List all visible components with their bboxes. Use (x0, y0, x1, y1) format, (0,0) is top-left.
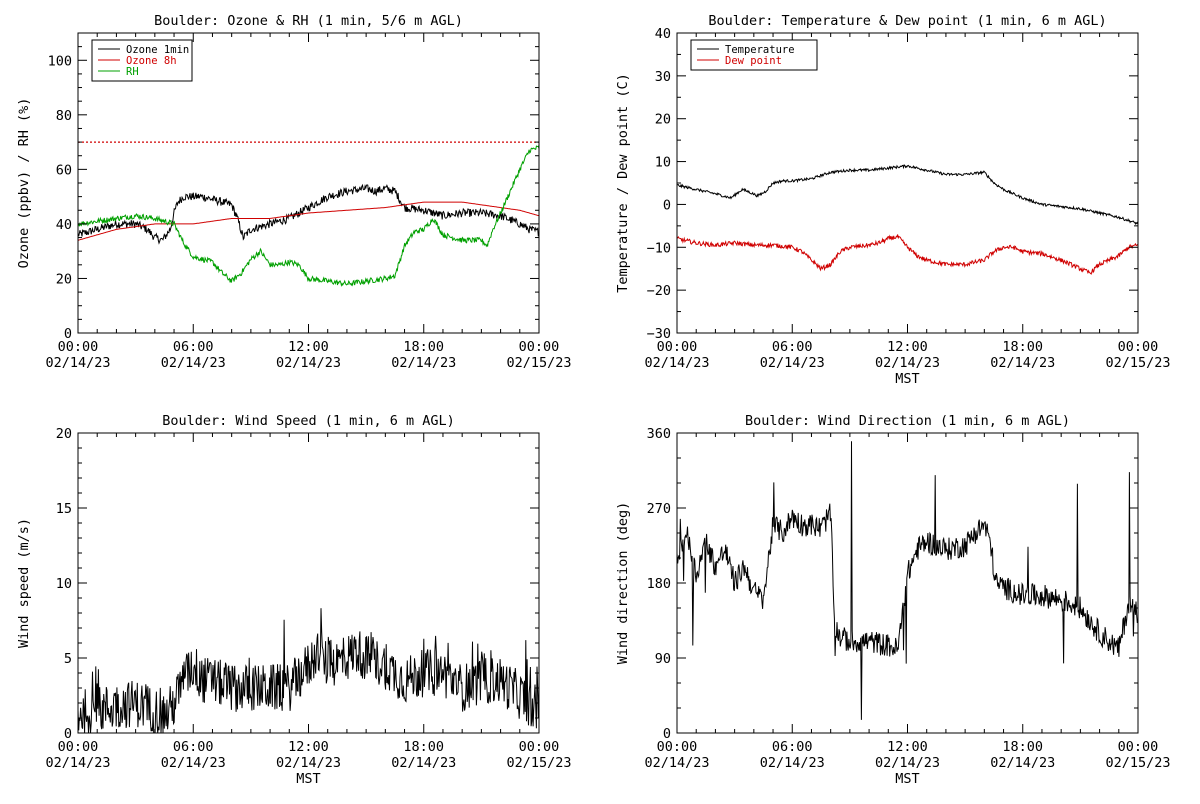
y-tick-label: 20 (56, 426, 72, 442)
legend-label: Ozone 1min (126, 44, 189, 56)
series-line-3 (78, 145, 539, 288)
y-tick-label: −20 (647, 283, 671, 299)
y-tick-label: 0 (663, 726, 671, 742)
y-tick-label: 10 (56, 576, 72, 592)
x-axis-label: MST (296, 771, 320, 787)
x-tick-date: 02/14/23 (276, 355, 341, 371)
legend-label: Ozone 8h (126, 55, 177, 67)
y-tick-label: −30 (647, 326, 671, 342)
series-line-1 (78, 183, 539, 245)
chart-panel-3: Boulder: Wind Speed (1 min, 6 m AGL) 00:0… (16, 413, 572, 787)
x-tick-date: 02/14/23 (391, 755, 456, 771)
x-tick-date: 02/14/23 (644, 355, 709, 371)
x-tick-date: 02/14/23 (161, 755, 226, 771)
x-tick-label: 00:00 (58, 339, 99, 355)
legend-label: RH (126, 66, 139, 78)
y-tick-label: 10 (655, 155, 671, 171)
x-tick-date: 02/15/23 (506, 755, 571, 771)
x-tick-label: 00:00 (1118, 739, 1159, 755)
x-tick-label: 12:00 (887, 739, 928, 755)
series-line-2 (78, 201, 539, 241)
x-tick-label: 18:00 (403, 739, 444, 755)
x-tick-date: 02/15/23 (506, 355, 571, 371)
x-tick-date: 02/14/23 (644, 755, 709, 771)
x-tick-label: 00:00 (657, 339, 698, 355)
y-tick-label: 360 (647, 426, 671, 442)
x-axis-label: MST (895, 371, 919, 387)
x-tick-label: 00:00 (1118, 339, 1159, 355)
x-tick-date: 02/14/23 (760, 755, 825, 771)
plot-frame (676, 32, 1139, 334)
x-tick-label: 00:00 (657, 739, 698, 755)
y-axis-label: Temperature / Dew point (C) (615, 73, 631, 292)
x-tick-label: 18:00 (1002, 339, 1043, 355)
y-axis-label: Ozone (ppbv) / RH (%) (16, 98, 32, 269)
x-tick-label: 06:00 (173, 339, 214, 355)
x-tick-date: 02/14/23 (875, 755, 940, 771)
series-line-2 (677, 234, 1138, 275)
y-tick-label: −10 (647, 240, 671, 256)
x-tick-date: 02/15/23 (1105, 355, 1170, 371)
x-tick-date: 02/14/23 (391, 355, 456, 371)
x-tick-label: 00:00 (519, 339, 560, 355)
y-tick-label: 0 (663, 197, 671, 213)
x-tick-date: 02/14/23 (760, 355, 825, 371)
x-tick-date: 02/14/23 (45, 355, 110, 371)
x-tick-label: 18:00 (1002, 739, 1043, 755)
x-tick-label: 06:00 (173, 739, 214, 755)
x-tick-date: 02/14/23 (990, 355, 1055, 371)
y-tick-label: 40 (655, 26, 671, 42)
legend-label: Dew point (725, 55, 782, 67)
chart-title: Boulder: Temperature & Dew point (1 min,… (708, 13, 1106, 29)
y-tick-label: 40 (56, 217, 72, 233)
y-tick-label: 90 (655, 651, 671, 667)
x-tick-label: 12:00 (288, 339, 329, 355)
x-tick-label: 00:00 (58, 739, 99, 755)
y-tick-label: 20 (56, 271, 72, 287)
y-tick-label: 0 (64, 726, 72, 742)
y-tick-label: 270 (647, 501, 671, 517)
chart-title: Boulder: Wind Direction (1 min, 6 m AGL) (745, 413, 1070, 429)
legend-box (690, 39, 818, 71)
chart-panel-4: Boulder: Wind Direction (1 min, 6 m AGL)… (615, 413, 1171, 787)
series-line-1 (677, 441, 1138, 720)
x-tick-date: 02/15/23 (1105, 755, 1170, 771)
y-tick-label: 20 (655, 112, 671, 128)
chart-panel-2: Boulder: Temperature & Dew point (1 min,… (615, 13, 1171, 387)
y-axis-label: Wind speed (m/s) (16, 518, 32, 648)
x-tick-date: 02/14/23 (990, 755, 1055, 771)
x-tick-label: 12:00 (288, 739, 329, 755)
x-tick-date: 02/14/23 (161, 355, 226, 371)
plot-frame (676, 432, 1139, 734)
y-tick-label: 0 (64, 326, 72, 342)
x-tick-date: 02/14/23 (875, 355, 940, 371)
y-tick-label: 15 (56, 501, 72, 517)
y-tick-label: 30 (655, 69, 671, 85)
y-tick-label: 80 (56, 108, 72, 124)
x-tick-label: 06:00 (772, 739, 813, 755)
x-axis-label: MST (895, 771, 919, 787)
x-tick-label: 06:00 (772, 339, 813, 355)
chart-title: Boulder: Ozone & RH (1 min, 5/6 m AGL) (154, 13, 463, 29)
y-tick-label: 100 (48, 53, 72, 69)
y-tick-label: 60 (56, 162, 72, 178)
series-line-1 (78, 608, 539, 733)
x-tick-label: 12:00 (887, 339, 928, 355)
y-tick-label: 180 (647, 576, 671, 592)
x-tick-label: 18:00 (403, 339, 444, 355)
legend-label: Temperature (725, 44, 795, 56)
x-tick-date: 02/14/23 (45, 755, 110, 771)
chart-panel-1: Boulder: Ozone & RH (1 min, 5/6 m AGL)00… (16, 13, 572, 371)
y-tick-label: 5 (64, 651, 72, 667)
y-axis-label: Wind direction (deg) (615, 502, 631, 665)
chart-title: Boulder: Wind Speed (1 min, 6 m AGL) (162, 413, 455, 429)
series-line-1 (677, 164, 1138, 226)
x-tick-date: 02/14/23 (276, 755, 341, 771)
x-tick-label: 00:00 (519, 739, 560, 755)
